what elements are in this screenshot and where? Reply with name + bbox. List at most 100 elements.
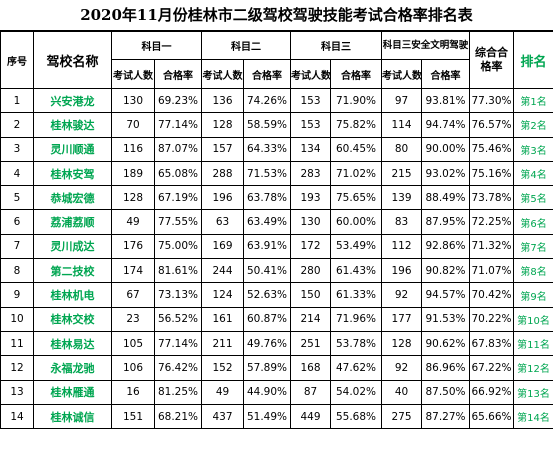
s1-rate-cell: 77.14% <box>154 112 202 138</box>
s1-count-cell: 189 <box>111 160 155 187</box>
school-name-cell: 桂林骏达 <box>33 112 112 138</box>
s1-count-cell: 23 <box>111 306 155 332</box>
s3-rate-cell: 60.00% <box>330 209 382 235</box>
s1-rate-cell: 56.52% <box>154 306 202 332</box>
s2-rate-cell: 64.33% <box>243 136 291 162</box>
s4-rate-cell: 91.53% <box>420 306 471 332</box>
overall-rate-cell: 65.66% <box>469 403 515 430</box>
s3-count-cell: 280 <box>290 258 331 284</box>
rank-cell: 第9名 <box>513 282 553 308</box>
seq-cell: 7 <box>0 233 34 260</box>
overall-rate-cell: 71.07% <box>469 258 515 284</box>
seq-cell: 4 <box>0 160 34 187</box>
s4-count-cell: 40 <box>381 379 422 405</box>
seq-cell: 9 <box>0 282 34 308</box>
s3-rate-cell: 61.33% <box>330 282 382 308</box>
s2-count-cell: 152 <box>201 355 244 381</box>
s3-count-cell: 251 <box>290 330 331 357</box>
header-s2-count: 考试人数 <box>201 59 244 89</box>
school-name-cell: 桂林安驾 <box>33 160 112 187</box>
s3-rate-cell: 53.78% <box>330 330 382 357</box>
seq-cell: 14 <box>0 403 34 430</box>
s4-rate-cell: 90.82% <box>420 258 471 284</box>
s2-rate-cell: 58.59% <box>243 112 291 138</box>
school-name-cell: 灵川成达 <box>33 233 112 260</box>
table-row: 14 桂林诚信 151 68.21% 437 51.49% 449 55.68% 275 87.2… <box>0 403 553 430</box>
overall-rate-cell: 77.30% <box>469 87 515 114</box>
s2-rate-cell: 51.49% <box>243 403 291 430</box>
s4-rate-cell: 90.62% <box>420 330 471 357</box>
s2-rate-cell: 63.91% <box>243 233 291 260</box>
s4-rate-cell: 87.50% <box>420 379 471 405</box>
s1-rate-cell: 73.13% <box>154 282 202 308</box>
s3-count-cell: 193 <box>290 185 331 211</box>
overall-rate-cell: 66.92% <box>469 379 515 405</box>
seq-cell: 10 <box>0 306 34 332</box>
s2-count-cell: 157 <box>201 136 244 162</box>
s4-rate-cell: 87.95% <box>420 209 471 235</box>
header-subject3: 科目三 <box>290 31 382 60</box>
s1-rate-cell: 65.08% <box>154 160 202 187</box>
overall-rate-cell: 67.83% <box>469 330 515 357</box>
s3-rate-cell: 60.45% <box>330 136 382 162</box>
s1-rate-cell: 77.14% <box>154 330 202 357</box>
table-row: 6 荔浦荔顺 49 77.55% 63 63.49% 130 60.00% 83 87.95% 72… <box>0 209 553 235</box>
header-subject2: 科目二 <box>201 31 291 60</box>
s2-count-cell: 124 <box>201 282 244 308</box>
s3-rate-cell: 75.65% <box>330 185 382 211</box>
s1-count-cell: 16 <box>111 379 155 405</box>
s4-rate-cell: 92.86% <box>420 233 471 260</box>
rank-cell: 第1名 <box>513 87 553 114</box>
rank-cell: 第10名 <box>513 306 553 332</box>
s2-rate-cell: 63.78% <box>243 185 291 211</box>
s2-count-cell: 437 <box>201 403 244 430</box>
header-s4-rate: 合格率 <box>420 59 471 89</box>
s3-count-cell: 153 <box>290 112 331 138</box>
s4-count-cell: 215 <box>381 160 422 187</box>
s1-rate-cell: 77.55% <box>154 209 202 235</box>
s4-count-cell: 97 <box>381 87 422 114</box>
s3-count-cell: 134 <box>290 136 331 162</box>
s4-count-cell: 114 <box>381 112 422 138</box>
seq-cell: 6 <box>0 209 34 235</box>
s2-rate-cell: 49.76% <box>243 330 291 357</box>
s1-count-cell: 174 <box>111 258 155 284</box>
s3-rate-cell: 71.90% <box>330 87 382 114</box>
table-row: 9 桂林机电 67 73.13% 124 52.63% 150 61.33% 92 94.57% 7… <box>0 282 553 308</box>
rank-cell: 第11名 <box>513 330 553 357</box>
header-s3-rate: 合格率 <box>330 59 382 89</box>
s1-count-cell: 70 <box>111 112 155 138</box>
s4-rate-cell: 93.81% <box>420 87 471 114</box>
s1-rate-cell: 81.25% <box>154 379 202 405</box>
s2-rate-cell: 57.89% <box>243 355 291 381</box>
rank-cell: 第8名 <box>513 258 553 284</box>
s2-count-cell: 49 <box>201 379 244 405</box>
s2-count-cell: 244 <box>201 258 244 284</box>
s4-count-cell: 177 <box>381 306 422 332</box>
overall-rate-cell: 71.32% <box>469 233 515 260</box>
school-name-cell: 恭城宏德 <box>33 185 112 211</box>
s3-rate-cell: 47.62% <box>330 355 382 381</box>
rank-cell: 第4名 <box>513 160 553 187</box>
s4-rate-cell: 94.74% <box>420 112 471 138</box>
s1-count-cell: 49 <box>111 209 155 235</box>
rank-cell: 第13名 <box>513 379 553 405</box>
s3-count-cell: 153 <box>290 87 331 114</box>
s4-count-cell: 92 <box>381 282 422 308</box>
s1-rate-cell: 67.19% <box>154 185 202 211</box>
s1-rate-cell: 81.61% <box>154 258 202 284</box>
s3-count-cell: 150 <box>290 282 331 308</box>
table-body: 1 兴安港龙 130 69.23% 136 74.26% 153 71.90% 97 93.81%… <box>0 87 553 430</box>
overall-rate-cell: 70.22% <box>469 306 515 332</box>
s1-count-cell: 106 <box>111 355 155 381</box>
school-name-cell: 灵川顺通 <box>33 136 112 162</box>
s1-count-cell: 116 <box>111 136 155 162</box>
school-name-cell: 兴安港龙 <box>33 87 112 114</box>
s1-count-cell: 128 <box>111 185 155 211</box>
s3-rate-cell: 54.02% <box>330 379 382 405</box>
seq-cell: 3 <box>0 136 34 162</box>
s2-count-cell: 169 <box>201 233 244 260</box>
s1-rate-cell: 69.23% <box>154 87 202 114</box>
header-s1-count: 考试人数 <box>111 59 155 89</box>
header-school: 驾校名称 <box>33 31 112 89</box>
